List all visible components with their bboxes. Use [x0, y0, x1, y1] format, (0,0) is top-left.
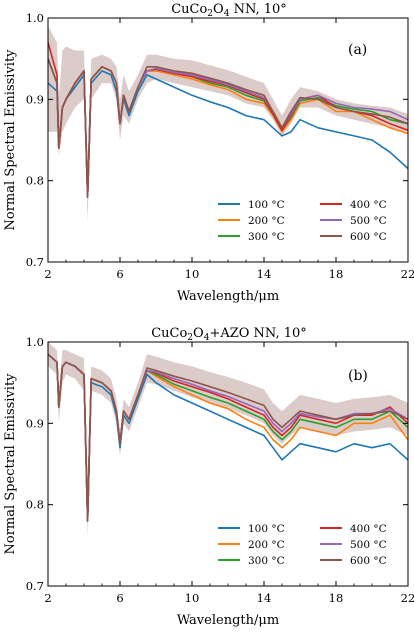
series-line-6	[48, 58, 408, 198]
x-tick-label: 22	[401, 591, 414, 605]
y-tick-label: 0.9	[26, 92, 44, 106]
panel-b-title: CuCo2O4+AZO NN, 10°	[151, 326, 307, 343]
panel-a-plot	[48, 26, 408, 222]
y-tick-label: 1.0	[26, 335, 44, 349]
x-tick-label: 22	[401, 267, 414, 281]
uncertainty-band	[48, 26, 408, 222]
series-line-1	[48, 70, 408, 198]
panel-a-label: (a)	[348, 42, 367, 58]
y-tick-label: 0.8	[26, 498, 44, 512]
x-tick-label: 2	[44, 267, 51, 281]
legend-entry-2: 200 °C	[248, 215, 285, 227]
panel-a-title: CuCo2O4 NN, 10°	[171, 2, 287, 19]
panel-a-ticks: 2 6 10 14 18 22 0.7 0.8 0.9 1.0	[26, 11, 414, 281]
x-tick-label: 14	[257, 591, 272, 605]
x-tick-label: 14	[257, 267, 272, 281]
panel-b-label: (b)	[348, 368, 368, 384]
panel-a-xlabel: Wavelength/μm	[177, 289, 279, 304]
legend-entry-4: 400 °C	[350, 199, 387, 211]
y-tick-label: 1.0	[26, 11, 44, 25]
x-tick-label: 10	[185, 267, 200, 281]
legend-entry-5: 500 °C	[350, 539, 387, 551]
panel-a-legend: 100 °C 200 °C 300 °C 400 °C 500 °C 600 °C	[218, 199, 387, 243]
x-tick-label: 6	[116, 591, 123, 605]
legend-entry-5: 500 °C	[350, 215, 387, 227]
panel-b: CuCo2O4+AZO NN, 10° 2 6 10 14 18 22 0.7 0.8 0.9 1…	[3, 326, 414, 628]
series-line-6	[48, 353, 408, 522]
panel-b-ticks: 2 6 10 14 18 22 0.7 0.8 0.9 1.0	[26, 335, 414, 605]
panel-a-ylabel: Normal Spectral Emissivity	[3, 49, 18, 231]
legend-entry-1: 100 °C	[248, 523, 285, 535]
y-tick-label: 0.8	[26, 174, 44, 188]
legend-entry-1: 100 °C	[248, 199, 285, 211]
panel-b-plot	[48, 342, 408, 538]
x-tick-label: 18	[329, 591, 344, 605]
uncertainty-band	[48, 342, 408, 538]
legend-entry-3: 300 °C	[248, 555, 285, 567]
panel-b-legend: 100 °C 200 °C 300 °C 400 °C 500 °C 600 °C	[218, 523, 387, 567]
legend-entry-6: 600 °C	[350, 555, 387, 567]
y-tick-label: 0.7	[26, 255, 44, 269]
panel-a: CuCo2O4 NN, 10° 2 6 10 14 18 22 0.7 0.8 0.9 1.0 (…	[3, 2, 414, 304]
panel-b-ylabel: Normal Spectral Emissivity	[3, 373, 18, 555]
x-tick-label: 6	[116, 267, 123, 281]
legend-entry-2: 200 °C	[248, 539, 285, 551]
y-tick-label: 0.7	[26, 579, 44, 593]
x-tick-label: 18	[329, 267, 344, 281]
legend-entry-6: 600 °C	[350, 231, 387, 243]
panel-b-xlabel: Wavelength/μm	[177, 613, 279, 628]
x-tick-label: 10	[185, 591, 200, 605]
x-tick-label: 2	[44, 591, 51, 605]
legend-entry-4: 400 °C	[350, 523, 387, 535]
legend-entry-3: 300 °C	[248, 231, 285, 243]
y-tick-label: 0.9	[26, 416, 44, 430]
